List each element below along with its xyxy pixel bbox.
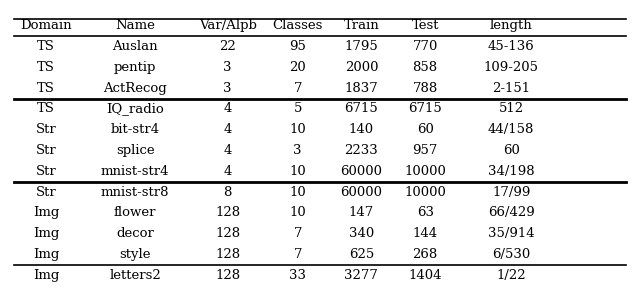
Text: 2233: 2233 xyxy=(344,144,378,157)
Text: 66/429: 66/429 xyxy=(488,206,534,219)
Text: 95: 95 xyxy=(289,40,306,53)
Text: 20: 20 xyxy=(289,61,306,74)
Text: 512: 512 xyxy=(499,102,524,116)
Text: 5: 5 xyxy=(294,102,302,116)
Text: Auslan: Auslan xyxy=(113,40,158,53)
Text: 1/22: 1/22 xyxy=(497,269,526,282)
Text: 6/530: 6/530 xyxy=(492,248,531,261)
Text: 4: 4 xyxy=(223,165,232,178)
Text: 128: 128 xyxy=(215,227,240,240)
Text: 147: 147 xyxy=(349,206,374,219)
Text: 1795: 1795 xyxy=(344,40,378,53)
Text: Name: Name xyxy=(115,19,155,32)
Text: Img: Img xyxy=(33,248,59,261)
Text: 7: 7 xyxy=(294,82,302,95)
Text: 3: 3 xyxy=(223,82,232,95)
Text: splice: splice xyxy=(116,144,154,157)
Text: 625: 625 xyxy=(349,248,374,261)
Text: Classes: Classes xyxy=(273,19,323,32)
Text: Domain: Domain xyxy=(20,19,72,32)
Text: 4: 4 xyxy=(223,123,232,136)
Text: 7: 7 xyxy=(294,248,302,261)
Text: style: style xyxy=(120,248,151,261)
Text: 60000: 60000 xyxy=(340,165,383,178)
Text: mnist-str8: mnist-str8 xyxy=(101,186,170,199)
Text: 128: 128 xyxy=(215,269,240,282)
Text: length: length xyxy=(490,19,532,32)
Text: 10000: 10000 xyxy=(404,186,446,199)
Text: TS: TS xyxy=(37,40,55,53)
Text: 34/198: 34/198 xyxy=(488,165,534,178)
Text: 7: 7 xyxy=(294,227,302,240)
Text: letters2: letters2 xyxy=(109,269,161,282)
Text: 33: 33 xyxy=(289,269,306,282)
Text: 17/99: 17/99 xyxy=(492,186,531,199)
Text: ActRecog: ActRecog xyxy=(103,82,167,95)
Text: bit-str4: bit-str4 xyxy=(111,123,160,136)
Text: Img: Img xyxy=(33,227,59,240)
Text: 957: 957 xyxy=(412,144,438,157)
Text: 45-136: 45-136 xyxy=(488,40,534,53)
Text: mnist-str4: mnist-str4 xyxy=(101,165,170,178)
Text: 3: 3 xyxy=(294,144,302,157)
Text: Var/Alpb: Var/Alpb xyxy=(198,19,257,32)
Text: IQ_radio: IQ_radio xyxy=(106,102,164,116)
Text: flower: flower xyxy=(114,206,156,219)
Text: 10000: 10000 xyxy=(404,165,446,178)
Text: 140: 140 xyxy=(349,123,374,136)
Text: 1837: 1837 xyxy=(344,82,378,95)
Text: 8: 8 xyxy=(223,186,232,199)
Text: 10: 10 xyxy=(289,186,306,199)
Text: 4: 4 xyxy=(223,102,232,116)
Text: pentip: pentip xyxy=(114,61,156,74)
Text: 1404: 1404 xyxy=(408,269,442,282)
Text: 4: 4 xyxy=(223,144,232,157)
Text: Str: Str xyxy=(36,144,56,157)
Text: Test: Test xyxy=(412,19,439,32)
Text: 128: 128 xyxy=(215,248,240,261)
Text: Str: Str xyxy=(36,186,56,199)
Text: 144: 144 xyxy=(413,227,438,240)
Text: Str: Str xyxy=(36,123,56,136)
Text: 10: 10 xyxy=(289,206,306,219)
Text: 268: 268 xyxy=(413,248,438,261)
Text: 6715: 6715 xyxy=(408,102,442,116)
Text: 128: 128 xyxy=(215,206,240,219)
Text: Str: Str xyxy=(36,165,56,178)
Text: Train: Train xyxy=(344,19,380,32)
Text: 60: 60 xyxy=(503,144,520,157)
Text: 10: 10 xyxy=(289,165,306,178)
Text: 3277: 3277 xyxy=(344,269,378,282)
Text: 22: 22 xyxy=(220,40,236,53)
Text: 2000: 2000 xyxy=(345,61,378,74)
Text: 60000: 60000 xyxy=(340,186,383,199)
Text: Img: Img xyxy=(33,206,59,219)
Text: 340: 340 xyxy=(349,227,374,240)
Text: TS: TS xyxy=(37,61,55,74)
Text: 44/158: 44/158 xyxy=(488,123,534,136)
Text: 770: 770 xyxy=(412,40,438,53)
Text: 858: 858 xyxy=(413,61,438,74)
Text: 60: 60 xyxy=(417,123,433,136)
Text: 63: 63 xyxy=(417,206,434,219)
Text: 788: 788 xyxy=(413,82,438,95)
Text: TS: TS xyxy=(37,82,55,95)
Text: 10: 10 xyxy=(289,123,306,136)
Text: 3: 3 xyxy=(223,61,232,74)
Text: 2-151: 2-151 xyxy=(492,82,530,95)
Text: 6715: 6715 xyxy=(344,102,378,116)
Text: 109-205: 109-205 xyxy=(484,61,539,74)
Text: decor: decor xyxy=(116,227,154,240)
Text: TS: TS xyxy=(37,102,55,116)
Text: Img: Img xyxy=(33,269,59,282)
Text: 35/914: 35/914 xyxy=(488,227,534,240)
